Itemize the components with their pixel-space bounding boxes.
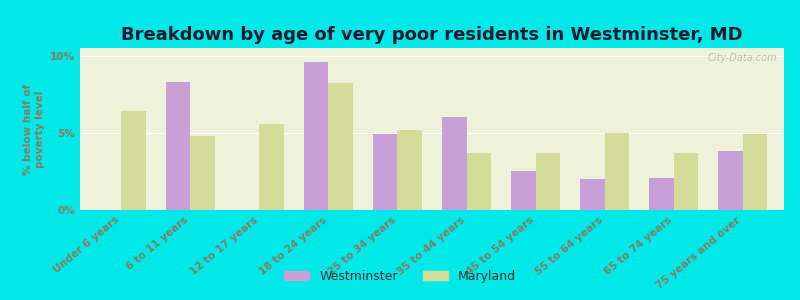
Bar bbox=[674, 153, 698, 210]
Bar bbox=[605, 133, 629, 210]
Bar bbox=[442, 117, 466, 210]
Title: Breakdown by age of very poor residents in Westminster, MD: Breakdown by age of very poor residents … bbox=[121, 26, 743, 44]
Bar bbox=[329, 83, 353, 210]
Bar bbox=[511, 171, 535, 210]
Bar bbox=[190, 136, 214, 210]
Bar bbox=[718, 152, 742, 210]
Bar bbox=[742, 134, 766, 210]
Bar bbox=[398, 130, 422, 210]
Bar bbox=[650, 178, 674, 210]
Bar bbox=[166, 82, 190, 210]
Legend: Westminster, Maryland: Westminster, Maryland bbox=[279, 265, 521, 288]
Bar bbox=[466, 153, 490, 210]
Bar bbox=[580, 179, 605, 210]
Text: City-Data.com: City-Data.com bbox=[707, 53, 777, 63]
Bar bbox=[535, 153, 560, 210]
Bar bbox=[304, 62, 329, 210]
Bar bbox=[122, 111, 146, 210]
Bar bbox=[259, 124, 284, 210]
Bar bbox=[374, 134, 398, 210]
Y-axis label: % below half of
poverty level: % below half of poverty level bbox=[23, 83, 45, 175]
